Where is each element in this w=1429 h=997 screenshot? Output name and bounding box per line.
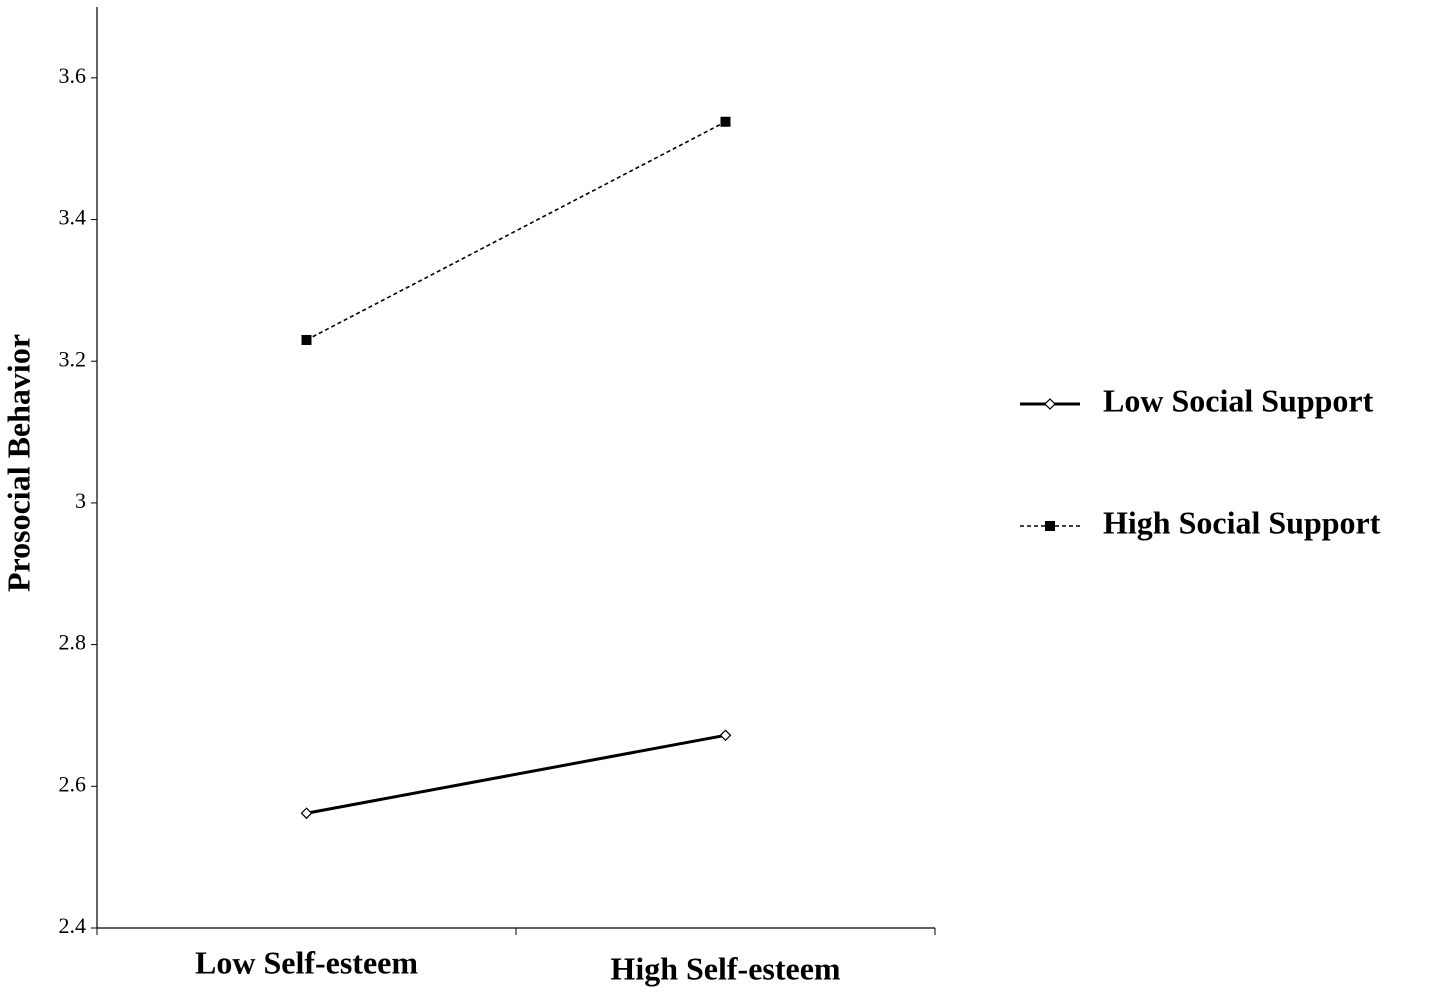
y-tick-label: 3.4 [59, 205, 87, 230]
x-tick-label: High Self-esteem [610, 950, 841, 986]
legend-label: Low Social Support [1103, 382, 1374, 418]
x-tick-label: Low Self-esteem [195, 944, 418, 980]
y-tick-label: 2.6 [59, 771, 87, 796]
marker [1044, 398, 1056, 410]
y-tick-label: 2.4 [59, 913, 87, 938]
y-axis-label: Prosocial Behavior [0, 334, 36, 592]
y-tick-label: 3.6 [59, 63, 87, 88]
marker [301, 334, 312, 345]
y-tick-label: 3.2 [59, 346, 87, 371]
marker [1045, 521, 1055, 531]
legend-label: High Social Support [1103, 504, 1381, 540]
marker [720, 116, 731, 127]
y-tick-label: 2.8 [59, 630, 87, 655]
y-tick-label: 3 [75, 488, 86, 513]
marker [719, 729, 732, 742]
marker [300, 807, 313, 820]
line [306, 121, 726, 341]
line [306, 733, 726, 815]
